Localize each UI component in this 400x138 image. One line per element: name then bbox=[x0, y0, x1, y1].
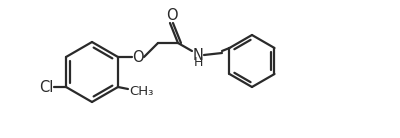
Text: H: H bbox=[193, 55, 203, 68]
Text: N: N bbox=[192, 47, 204, 63]
Text: O: O bbox=[166, 9, 177, 23]
Text: CH₃: CH₃ bbox=[129, 84, 153, 98]
Text: O: O bbox=[132, 50, 144, 64]
Text: Cl: Cl bbox=[39, 79, 53, 95]
